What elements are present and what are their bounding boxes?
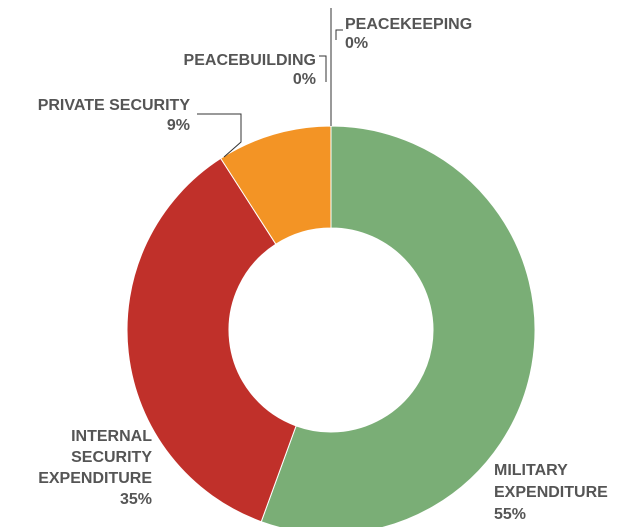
- donut-slices: [126, 125, 536, 527]
- slice-label-internal-security-line-2: SECURITY: [71, 449, 152, 466]
- slice-label-peacebuilding: PEACEBUILDING: [184, 52, 316, 69]
- slice-value-private-security: 9%: [167, 117, 190, 134]
- slice-label-military-line-1: MILITARY: [494, 462, 568, 479]
- slice-internal-security-expenditure: [126, 157, 297, 523]
- slice-value-internal-security: 35%: [120, 491, 152, 508]
- slice-private-security: [220, 125, 332, 245]
- slice-value-military: 55%: [494, 506, 526, 523]
- slice-label-internal-security-line-3: EXPENDITURE: [38, 470, 152, 487]
- slice-label-internal-security-line-1: INTERNAL: [71, 428, 152, 445]
- slice-military-expenditure: [260, 125, 536, 527]
- leader-line-peacekeeping: [335, 29, 343, 40]
- slice-label-private-security: PRIVATE SECURITY: [38, 97, 191, 114]
- slice-value-peacekeeping: 0%: [345, 35, 368, 52]
- slice-label-military-line-2: EXPENDITURE: [494, 484, 608, 501]
- slice-label-peacekeeping: PEACEKEEPING: [345, 16, 472, 33]
- leader-line-peacebuilding: [319, 55, 327, 82]
- slice-value-peacebuilding: 0%: [293, 71, 316, 88]
- leader-line-private-security: [197, 113, 242, 158]
